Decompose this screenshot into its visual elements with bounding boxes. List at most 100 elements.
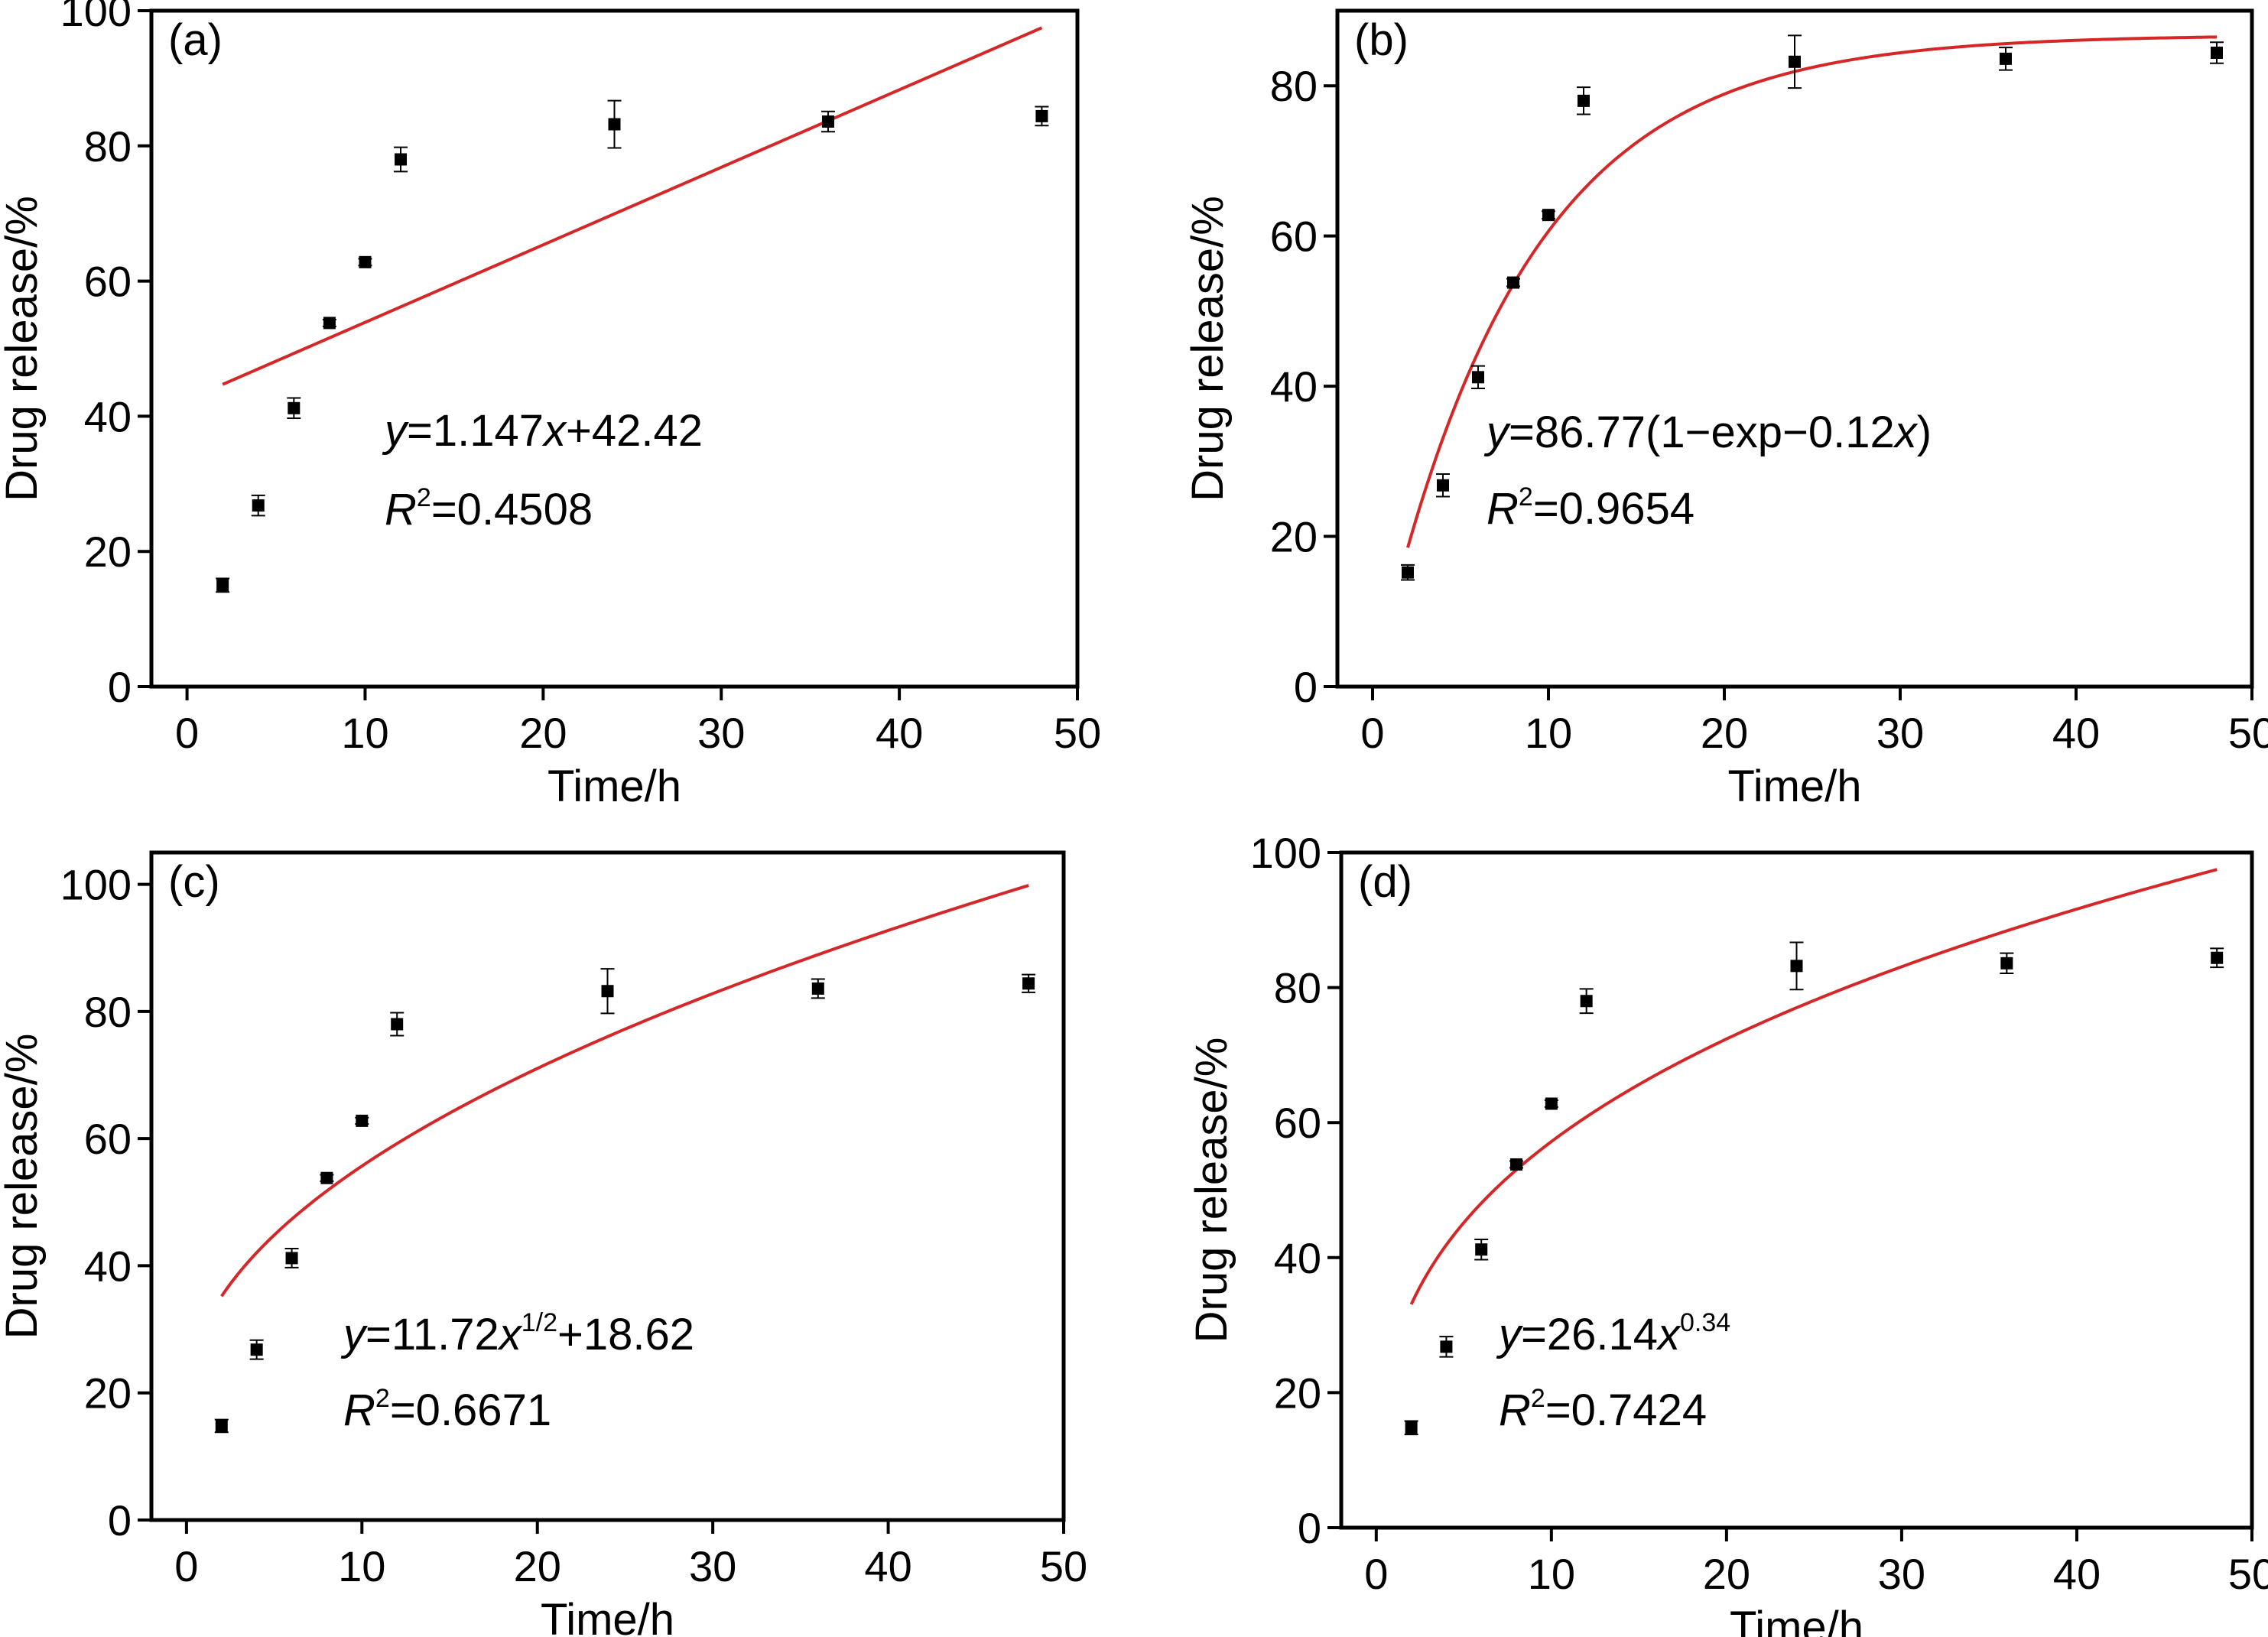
r-squared-value: =0.9654 [1533,484,1695,534]
r-squared-exponent: 2 [1531,1384,1545,1413]
panel-label: (d) [1358,857,1412,907]
data-point [1035,106,1049,127]
x-tick-label: 40 [2053,1550,2101,1598]
data-point [811,978,825,999]
y-tick-label: 40 [1274,1234,1321,1282]
marker-square [252,499,265,512]
plot-frame [149,850,1066,1522]
marker-square [215,1419,228,1432]
equation-part: =86.77(1−exp−0.12 [1509,408,1895,457]
data-point [1404,1420,1418,1436]
data-point [358,255,372,268]
y-tick-label: 20 [1274,1369,1321,1417]
data-point [820,110,835,133]
marker-square [1405,1421,1418,1434]
x-tick-label: 20 [1701,709,1748,757]
data-point [249,1339,264,1360]
marker-square [356,1114,369,1127]
marker-square [391,1018,404,1031]
y-axis-label: Drug release/% [1183,196,1233,502]
panel-label: (a) [168,15,223,65]
equation-part: y [382,406,409,456]
marker-square [1507,276,1519,289]
y-tick-label: 20 [84,1369,132,1418]
y-tick-label: 80 [84,988,132,1036]
y-axis-label: Drug release/% [0,1034,47,1340]
data-point [322,317,336,330]
data-point [2000,952,2014,975]
equation-part: x [541,406,567,456]
data-point [1544,1097,1558,1110]
data-point [600,968,615,1015]
r-squared-symbol: R [1499,1385,1531,1435]
r-squared-symbol: R [343,1385,375,1435]
marker-square [250,1343,263,1356]
equation-part: y [1483,408,1511,457]
data-point [1401,564,1415,581]
marker-square [216,579,229,592]
y-tick-label: 80 [84,122,132,171]
x-axis-label: Time/h [1727,762,1861,811]
marker-square [1580,995,1593,1008]
fit-curve [1406,35,2218,548]
data-point [1577,86,1591,115]
r-squared: R2=0.7424 [1499,1384,1707,1435]
data-point [2210,947,2224,969]
equation-part: x [1656,1310,1682,1359]
panel-label: (b) [1354,15,1409,65]
marker-square [1510,1158,1523,1171]
chart-panel-d: 0 10 20 30 40 50 0 20 40 60 80 100 Time/h Drug releas… [1187,829,2268,1637]
x-axis-label: Time/h [548,762,681,811]
fit-equation: y=11.72x1/2+18.62 [340,1308,694,1359]
data-point [1509,1158,1524,1171]
data-point [2210,41,2224,64]
r-squared: R2=0.4508 [385,483,593,534]
data-point [1579,988,1594,1015]
marker-square [2000,957,2013,970]
marker-square [601,985,614,998]
fit-curve [222,26,1043,386]
x-tick-label: 50 [2228,1550,2268,1598]
data-point [284,1247,299,1268]
marker-square [2000,52,2012,65]
marker-square [288,401,301,414]
x-tick-label: 30 [689,1542,736,1590]
equation-part: =26.14 [1521,1310,1658,1359]
equation-part: =1.147 [407,406,544,456]
equation-part: =11.72 [366,1310,499,1359]
y-tick-label: 40 [84,392,132,440]
equation-part: ) [1917,408,1932,457]
data-point [1436,473,1450,498]
y-tick-label: 60 [84,1115,132,1163]
fit-equation: y=26.14x0.34 [1496,1308,1730,1359]
equation-part: x [1893,408,1919,457]
data-point [607,99,622,149]
x-tick-label: 20 [514,1542,561,1590]
x-tick-label: 50 [1040,1542,1087,1590]
x-tick-label: 0 [174,1542,198,1590]
y-tick-label: 100 [60,861,132,909]
marker-square [608,118,621,131]
chart-panel-c: 0 10 20 30 40 50 0 20 40 60 80 100 Time/h Drug releas… [0,850,1087,1637]
equation-part: x [497,1310,523,1359]
r-squared-exponent: 2 [1519,482,1533,512]
y-tick-label: 80 [1274,964,1321,1012]
marker-square [2211,47,2223,60]
y-tick-label: 40 [1270,362,1318,411]
y-tick-label: 0 [1298,1504,1321,1552]
marker-square [2211,951,2224,964]
equation-part: +18.62 [557,1310,694,1359]
x-tick-label: 30 [1876,709,1924,757]
marker-square [285,1252,298,1265]
fit-equation: y=86.77(1−exp−0.12x) [1483,408,1932,457]
marker-square [1578,94,1590,107]
marker-square [1542,209,1555,222]
r-squared: R2=0.6671 [343,1384,551,1435]
data-point [287,397,301,420]
y-tick-label: 100 [60,0,132,35]
marker-square [320,1171,333,1184]
plot-frame [1339,850,2254,1530]
x-tick-label: 40 [2052,709,2100,757]
x-tick-label: 40 [876,709,923,757]
fit-curve [220,884,1029,1298]
